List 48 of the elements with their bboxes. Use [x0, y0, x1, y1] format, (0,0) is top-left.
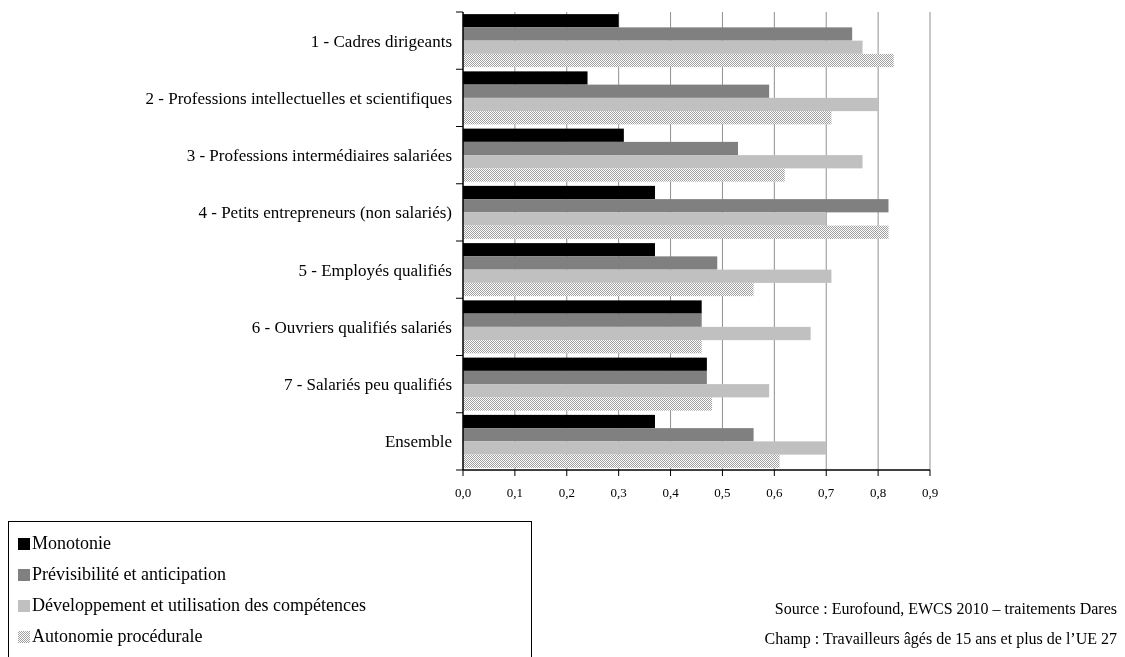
bar: [463, 27, 853, 41]
bar: [463, 84, 770, 98]
bar: [463, 225, 889, 239]
bar: [463, 40, 863, 54]
bar: [463, 111, 832, 125]
bar: [463, 141, 739, 156]
bar: [463, 441, 827, 455]
legend-label: Prévisibilité et anticipation: [32, 564, 226, 584]
bar: [463, 168, 785, 182]
text: Champ : Travailleurs âgés de 15 ans et plus de l’UE 27: [764, 630, 1117, 648]
x-tick-label: 0,3: [610, 485, 627, 500]
y-tick-label: 7 - Salariés peu qualifiés: [283, 375, 452, 395]
bar: [463, 326, 811, 341]
legend-label: Autonomie procédurale: [32, 626, 203, 646]
bar: [463, 428, 754, 442]
bar: [463, 397, 713, 411]
y-tick-label: Ensemble: [384, 432, 452, 452]
y-tick-label: 2 - Professions intellectuelles et scientifiques: [145, 88, 452, 108]
x-tick-label: 0,0: [454, 485, 472, 500]
y-tick-label: 6 - Ouvriers qualifiés salariés: [251, 317, 452, 337]
bar: [463, 454, 780, 468]
y-tick-label: 4 - Petits entrepreneurs (non salariés): [198, 203, 452, 223]
bar: [463, 97, 879, 112]
bar: [463, 313, 702, 327]
x-tick-label: 0,2: [558, 485, 575, 500]
x-tick-label: 0,6: [766, 485, 783, 500]
bar: [463, 53, 894, 68]
bar: [463, 282, 754, 297]
legend-label: Monotonie: [32, 533, 112, 553]
bar: [463, 256, 718, 270]
x-tick-label: 0,9: [921, 485, 939, 500]
bar: [463, 384, 770, 398]
bar: [463, 269, 832, 283]
x-tick-label: 0,4: [662, 485, 680, 500]
y-tick-label: 5 - Employés qualifiés: [298, 260, 452, 280]
y-tick-label: 1 - Cadres dirigeants: [310, 31, 452, 51]
bar: [463, 370, 707, 385]
x-tick-label: 0,8: [869, 485, 887, 500]
bar: [463, 340, 702, 354]
x-tick-label: 0,5: [714, 485, 731, 500]
bar: [463, 155, 863, 169]
bar: [463, 199, 889, 213]
source-note: Source : Eurofound, EWCS 2010 – traitements Dares: [774, 600, 1117, 617]
x-tick-label: 0,1: [506, 485, 524, 500]
y-tick-label: 3 - Professions intermédiaires salariées: [186, 146, 452, 166]
legend-label: Développement et utilisation des compétences: [32, 595, 366, 615]
x-tick-label: 0,7: [818, 485, 835, 500]
bar: [463, 212, 827, 226]
